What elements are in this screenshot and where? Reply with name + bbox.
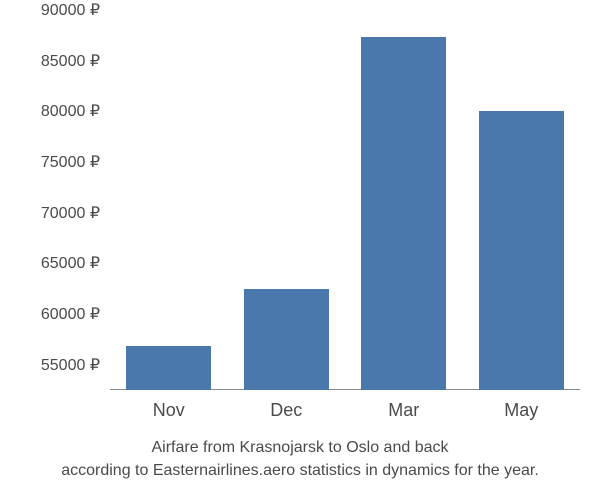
bar [479, 111, 564, 390]
x-tick-label: May [504, 400, 538, 421]
y-tick-label: 55000 ₽ [10, 355, 100, 375]
chart-caption: Airfare from Krasnojarsk to Oslo and bac… [0, 437, 600, 482]
x-tick-label: Dec [270, 400, 302, 421]
y-tick-label: 60000 ₽ [10, 304, 100, 324]
y-tick-label: 75000 ₽ [10, 152, 100, 172]
plot-area [110, 10, 580, 390]
caption-line2: according to Easternairlines.aero statis… [61, 462, 539, 479]
caption-line1: Airfare from Krasnojarsk to Oslo and bac… [151, 439, 448, 456]
y-axis: 55000 ₽ 60000 ₽ 65000 ₽ 70000 ₽ 75000 ₽ 80000… [10, 10, 105, 390]
bar [126, 346, 211, 390]
bar [361, 37, 446, 390]
x-tick-label: Nov [153, 400, 185, 421]
chart-container: 55000 ₽ 60000 ₽ 65000 ₽ 70000 ₽ 75000 ₽ 80000… [10, 10, 590, 430]
y-tick-label: 85000 ₽ [10, 51, 100, 71]
bar [244, 289, 329, 390]
y-tick-label: 65000 ₽ [10, 253, 100, 273]
x-axis: Nov Dec Mar May [110, 395, 580, 425]
y-tick-label: 70000 ₽ [10, 203, 100, 223]
y-tick-label: 90000 ₽ [10, 0, 100, 20]
x-tick-label: Mar [388, 400, 419, 421]
y-tick-label: 80000 ₽ [10, 101, 100, 121]
